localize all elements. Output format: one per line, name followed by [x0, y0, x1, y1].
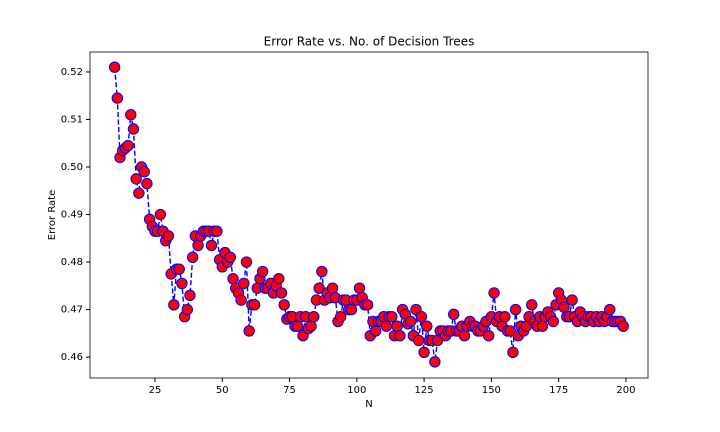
- marker: [604, 303, 616, 316]
- x-tick-label: 25: [149, 385, 162, 396]
- marker: [273, 272, 285, 285]
- y-tick-label: 0.46: [61, 352, 83, 363]
- marker: [181, 303, 193, 316]
- marker: [192, 239, 204, 252]
- marker: [130, 173, 142, 185]
- marker: [482, 330, 495, 342]
- marker: [380, 320, 393, 332]
- marker: [488, 287, 500, 299]
- chart-title: Error Rate vs. No. of Decision Trees: [264, 35, 475, 49]
- marker: [421, 320, 433, 332]
- marker: [256, 265, 269, 278]
- marker: [173, 263, 185, 275]
- marker: [111, 92, 124, 104]
- marker: [617, 320, 629, 332]
- marker: [122, 139, 134, 152]
- y-tick-label: 0.49: [61, 210, 83, 221]
- marker: [386, 310, 398, 323]
- marker: [316, 265, 328, 278]
- x-tick-label: 100: [347, 385, 366, 396]
- marker: [186, 251, 199, 263]
- marker: [184, 289, 196, 302]
- marker: [240, 256, 253, 268]
- marker: [127, 123, 140, 135]
- x-tick-label: 175: [549, 385, 568, 396]
- y-tick-label: 0.51: [61, 114, 83, 125]
- marker: [509, 303, 522, 316]
- y-tick-label: 0.52: [61, 67, 83, 78]
- plot-frame: [89, 51, 649, 379]
- marker: [162, 230, 175, 242]
- marker: [413, 334, 425, 347]
- marker: [547, 315, 559, 328]
- marker: [448, 308, 460, 321]
- marker: [205, 239, 218, 252]
- marker: [536, 320, 549, 332]
- marker: [361, 299, 374, 311]
- marker: [345, 303, 358, 316]
- marker: [275, 287, 288, 299]
- marker: [418, 346, 430, 359]
- marker: [404, 315, 417, 328]
- marker: [326, 282, 339, 294]
- marker: [526, 299, 538, 311]
- marker: [429, 356, 441, 368]
- marker: [566, 294, 578, 306]
- marker: [305, 320, 317, 332]
- x-tick-label: 125: [415, 385, 434, 396]
- x-tick-label: 50: [216, 385, 229, 396]
- marker: [133, 187, 145, 199]
- marker: [235, 294, 247, 306]
- y-tick-label: 0.50: [61, 162, 83, 173]
- marker: [391, 320, 403, 332]
- marker: [154, 208, 167, 221]
- marker: [125, 109, 137, 121]
- marker: [211, 225, 223, 237]
- marker: [499, 310, 511, 323]
- marker: [278, 299, 290, 311]
- x-tick-label: 75: [283, 385, 296, 396]
- marker: [394, 330, 406, 342]
- y-tick-label: 0.48: [61, 257, 83, 268]
- marker: [108, 61, 121, 73]
- marker: [168, 299, 180, 311]
- marker: [248, 299, 261, 311]
- marker: [141, 177, 153, 190]
- y-tick-label: 0.47: [61, 305, 83, 316]
- x-tick-label: 200: [616, 385, 635, 396]
- marker: [458, 330, 471, 342]
- marker: [308, 310, 320, 323]
- x-axis-label: N: [365, 399, 372, 410]
- marker: [415, 310, 428, 323]
- marker: [224, 251, 237, 263]
- marker: [243, 325, 255, 337]
- marker: [334, 310, 347, 323]
- marker: [507, 346, 519, 359]
- marker: [176, 277, 188, 290]
- x-tick-label: 150: [482, 385, 501, 396]
- marker: [369, 325, 382, 337]
- marker: [138, 166, 150, 178]
- y-axis-label: Error Rate: [47, 190, 58, 240]
- marker: [227, 272, 239, 285]
- marker: [291, 320, 304, 332]
- marker: [238, 277, 250, 290]
- marker: [353, 282, 366, 294]
